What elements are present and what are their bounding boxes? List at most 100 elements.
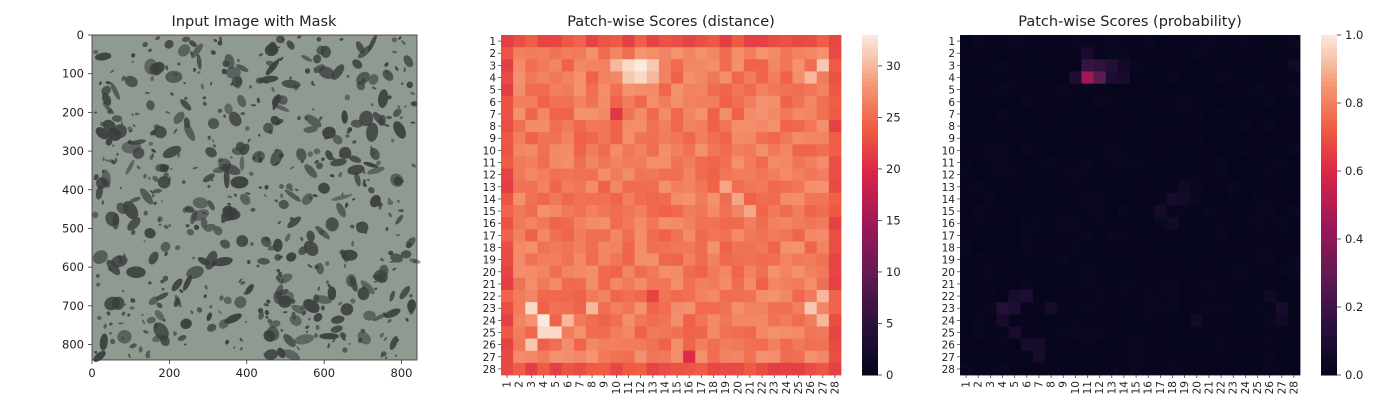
heatmap-cell xyxy=(1154,338,1167,352)
heatmap-cell xyxy=(671,229,684,242)
heatmap-cell xyxy=(804,229,818,242)
heatmap-cell xyxy=(768,156,781,169)
heatmap-cell xyxy=(972,35,985,48)
heatmap-cell xyxy=(731,156,745,169)
heatmap-cell xyxy=(1142,253,1155,267)
heatmap-cell xyxy=(1081,277,1094,291)
heatmap-cell xyxy=(707,241,720,254)
texture-spot xyxy=(156,302,163,309)
heatmap-cell xyxy=(816,277,830,291)
heatmap-cell xyxy=(996,302,1009,315)
texture-spot xyxy=(352,140,357,144)
heatmap-cell xyxy=(1263,95,1277,109)
heatmap-cell xyxy=(1215,168,1228,182)
heatmap-cell xyxy=(671,253,684,267)
heatmap-cell xyxy=(1081,59,1094,72)
texture-spot xyxy=(145,353,151,359)
heatmap-cell xyxy=(573,205,587,218)
texture-spot xyxy=(346,74,350,78)
texture-spot xyxy=(151,194,155,198)
texture-spot xyxy=(106,259,121,276)
heatmap-cell xyxy=(828,350,842,364)
heatmap-cell xyxy=(501,59,514,72)
heatmap-cell xyxy=(1202,265,1216,279)
heatmap-cell xyxy=(1154,277,1167,291)
heatmap-cell xyxy=(501,47,514,60)
heatmap-cell xyxy=(1215,156,1228,169)
heatmap-cell xyxy=(1239,350,1252,364)
heatmap-cell xyxy=(768,205,781,218)
heatmap-cell xyxy=(816,168,830,182)
heatmap-cell xyxy=(634,192,648,206)
x-tick-label: 24 xyxy=(781,381,793,395)
texture-spot xyxy=(186,228,195,236)
texture-spot xyxy=(370,103,374,107)
heatmap-cell xyxy=(1251,168,1264,182)
heatmap-cell xyxy=(1008,180,1022,194)
heatmap-cell xyxy=(1154,362,1167,376)
heatmap-cell xyxy=(768,302,781,315)
heatmap-cell xyxy=(622,241,635,254)
heatmap-cell xyxy=(573,338,587,352)
heatmap-cell xyxy=(984,192,997,206)
heatmap-cell xyxy=(1239,253,1252,267)
heatmap-cell xyxy=(1117,338,1131,352)
x-tick-label: 26 xyxy=(805,381,817,395)
heatmap-cell xyxy=(610,95,623,109)
texture-spot xyxy=(344,202,349,207)
heatmap-cell xyxy=(537,168,550,182)
heatmap-cell xyxy=(586,192,599,206)
heatmap-cell xyxy=(707,120,720,133)
texture-spot xyxy=(126,266,146,279)
colorbar-segment xyxy=(1321,154,1337,159)
heatmap-cell xyxy=(646,302,660,315)
heatmap-cell xyxy=(658,277,672,291)
texture-spot xyxy=(239,337,243,342)
heatmap-cell xyxy=(984,205,997,218)
texture-spot xyxy=(200,83,205,90)
texture-spot xyxy=(136,165,141,170)
heatmap-cell xyxy=(731,338,745,352)
heatmap-cell xyxy=(1227,362,1240,376)
texture-spot xyxy=(132,124,136,127)
y-tick-label: 0 xyxy=(77,28,84,42)
heatmap-cell xyxy=(1251,217,1264,230)
heatmap-cell xyxy=(792,83,805,97)
heatmap-cell xyxy=(768,107,781,121)
heatmap-cell xyxy=(1045,95,1058,109)
heatmap-cell xyxy=(1117,265,1131,279)
colorbar-segment xyxy=(862,111,878,117)
heatmap-cell xyxy=(1287,302,1301,315)
heatmap-cell xyxy=(598,107,611,121)
heatmap-cell xyxy=(1032,350,1046,364)
heatmap-cell xyxy=(646,326,660,339)
heatmap-cell xyxy=(561,362,575,376)
heatmap-cell xyxy=(683,132,696,145)
heatmap-cell xyxy=(501,314,514,327)
heatmap-cell xyxy=(561,217,575,230)
colorbar-segment xyxy=(1321,353,1337,359)
texture-spot xyxy=(183,343,187,346)
texture-spot xyxy=(388,212,392,218)
heatmap-cell xyxy=(1178,302,1192,315)
heatmap-cell xyxy=(743,168,757,182)
heatmap-cell xyxy=(1287,314,1301,327)
y-tick-label: 3 xyxy=(489,60,496,72)
heatmap-cell xyxy=(586,107,599,121)
heatmap-cell xyxy=(1093,253,1107,267)
texture-spot xyxy=(367,186,375,194)
heatmap-cell xyxy=(646,144,660,157)
heatmap-cell xyxy=(816,362,830,376)
heatmap-cell xyxy=(1105,314,1119,327)
heatmap-cell xyxy=(573,59,587,72)
heatmap-cell xyxy=(1275,217,1289,230)
heatmap-cell xyxy=(1142,277,1155,291)
colorbar-segment xyxy=(1321,349,1337,355)
heatmap-cell xyxy=(646,290,660,303)
heatmap-cell xyxy=(1239,47,1252,60)
colorbar-segment xyxy=(1321,77,1337,83)
heatmap-cell xyxy=(731,314,745,327)
heatmap-cell xyxy=(695,180,708,194)
texture-spot xyxy=(122,201,139,220)
texture-spot xyxy=(249,85,252,89)
